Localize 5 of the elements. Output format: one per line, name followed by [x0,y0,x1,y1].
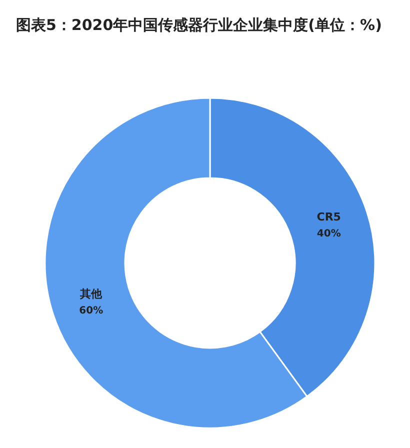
data-label: 60% [79,306,104,317]
data-label: 40% [316,228,341,240]
slice-label: 其他 [79,288,104,301]
slice-label: CR5 [316,210,341,224]
chart-title: 图表5：2020年中国传感器行业企业集中度(单位：%) [16,16,382,34]
